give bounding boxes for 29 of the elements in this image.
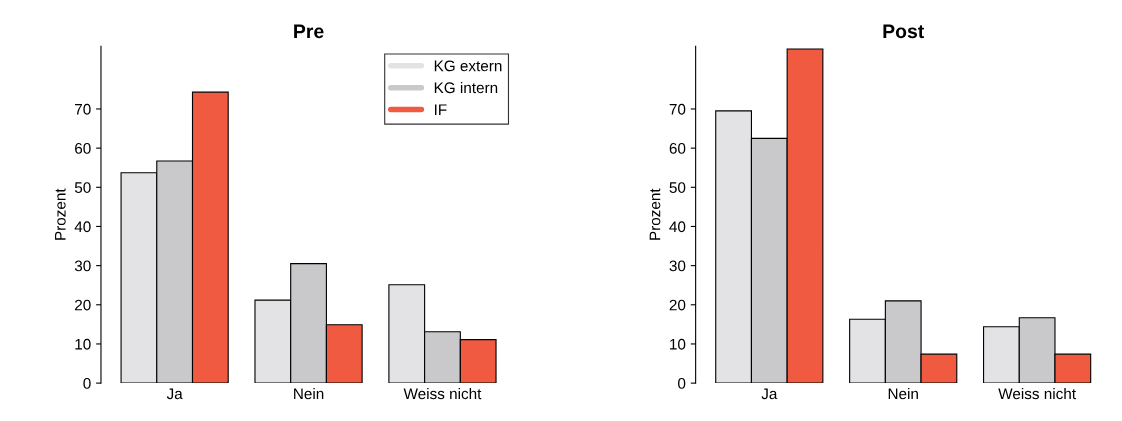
x-tick-label: Weiss nicht: [403, 387, 482, 400]
x-tick-label: Ja: [761, 388, 778, 400]
x-tick-label: Nein: [888, 387, 918, 400]
y-tick-label: 40: [669, 221, 686, 233]
chart-title: Post: [883, 24, 925, 39]
y-axis-title: Prozent: [649, 188, 661, 240]
y-tick-label: 70: [75, 103, 91, 115]
y-tick-label: 60: [669, 143, 686, 154]
legend-label: KG intern: [434, 81, 498, 94]
y-tick-label: 50: [74, 182, 91, 193]
y-tick-label: 30: [669, 260, 686, 272]
x-tick-label: Ja: [166, 388, 183, 400]
x-tick-label: Weiss nicht: [998, 387, 1076, 400]
y-tick-label: 0: [678, 377, 686, 389]
y-tick-label: 40: [74, 221, 91, 233]
y-tick-label: 20: [669, 299, 686, 311]
y-tick-label: 0: [83, 377, 91, 389]
y-tick-label: 20: [75, 299, 91, 311]
y-tick-label: 70: [669, 103, 686, 115]
x-tick-label: Nein: [294, 387, 324, 400]
chart-title: Pre: [294, 24, 324, 39]
y-tick-label: 50: [669, 182, 686, 193]
legend-label: KG extern: [434, 60, 502, 72]
legend-label: IF: [435, 104, 447, 115]
y-tick-label: 60: [75, 143, 91, 154]
y-tick-label: 30: [74, 260, 91, 272]
y-tick-label: 10: [75, 338, 91, 350]
y-tick-label: 10: [670, 338, 686, 350]
y-axis-title: Prozent: [55, 188, 66, 240]
